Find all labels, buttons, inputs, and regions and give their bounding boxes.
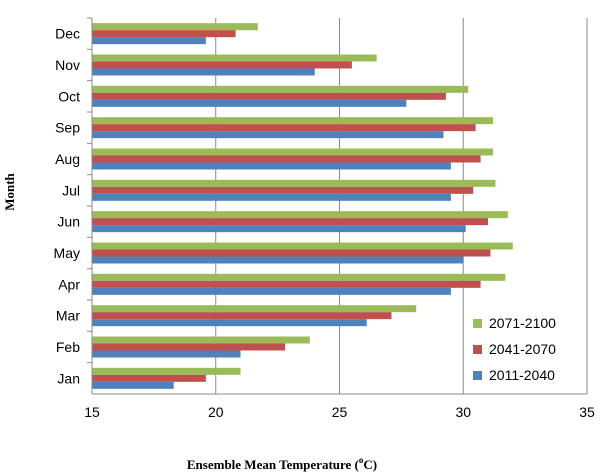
y-tick-label: May <box>54 245 80 261</box>
gridlines <box>215 18 588 394</box>
x-axis-title-tail: C) <box>363 457 377 472</box>
legend-label: 2011-2040 <box>489 367 555 383</box>
bar-oct-2071-2100 <box>92 85 469 93</box>
x-tick-label: 30 <box>455 404 471 420</box>
y-tick-label: Apr <box>58 276 80 292</box>
bar-feb-2071-2100 <box>92 336 310 344</box>
x-tick-label: 20 <box>208 404 224 420</box>
bar-aug-2011-2040 <box>92 162 451 170</box>
x-axis-title-sup: o <box>359 455 364 465</box>
bar-apr-2041-2070 <box>92 280 481 288</box>
bar-may-2011-2040 <box>92 256 464 264</box>
bar-mar-2041-2070 <box>92 312 392 320</box>
bar-jan-2071-2100 <box>92 367 241 375</box>
bar-sep-2041-2070 <box>92 124 476 132</box>
bar-dec-2041-2070 <box>92 30 236 38</box>
y-tick-label: Jun <box>57 214 80 230</box>
bar-jun-2011-2040 <box>92 225 466 233</box>
x-axis-title: Ensemble Mean Temperature (oC) <box>187 455 377 472</box>
y-tick-label: Feb <box>56 339 80 355</box>
bar-nov-2011-2040 <box>92 68 315 76</box>
x-tick-label: 25 <box>332 404 348 420</box>
bar-nov-2071-2100 <box>92 54 377 62</box>
x-axis-title-main: Ensemble Mean Temperature ( <box>187 457 359 472</box>
y-tick-label: Sep <box>55 120 80 136</box>
bar-aug-2041-2070 <box>92 155 481 163</box>
y-tick-label: Oct <box>58 88 80 104</box>
bar-sep-2071-2100 <box>92 117 493 125</box>
y-tick-label: Jul <box>62 182 80 198</box>
bar-jul-2041-2070 <box>92 186 474 194</box>
bar-feb-2011-2040 <box>92 350 241 358</box>
bar-nov-2041-2070 <box>92 61 352 69</box>
legend-swatch <box>473 345 482 354</box>
legend-swatch <box>473 319 482 328</box>
bar-dec-2071-2100 <box>92 23 258 31</box>
bar-may-2041-2070 <box>92 249 491 257</box>
bar-mar-2011-2040 <box>92 319 367 327</box>
axes <box>87 17 587 395</box>
bar-jan-2011-2040 <box>92 381 174 389</box>
tick-labels: 15 20 25 30 35 Jan Feb Mar Apr May Jun Jul Aug Sep Oct… <box>54 26 595 420</box>
x-tick-label: 35 <box>579 404 595 420</box>
bar-mar-2071-2100 <box>92 305 417 313</box>
y-axis-title: Month <box>2 172 17 210</box>
bar-oct-2011-2040 <box>92 99 407 107</box>
bar-apr-2011-2040 <box>92 287 451 295</box>
bar-jul-2071-2100 <box>92 179 496 187</box>
y-tick-label: Mar <box>56 308 80 324</box>
bar-jul-2011-2040 <box>92 193 451 201</box>
bar-jun-2071-2100 <box>92 211 508 219</box>
bar-jun-2041-2070 <box>92 218 488 226</box>
legend-swatch <box>473 371 482 380</box>
bar-aug-2071-2100 <box>92 148 493 156</box>
bar-oct-2041-2070 <box>92 92 446 100</box>
bar-sep-2011-2040 <box>92 131 444 139</box>
x-tick-label: 15 <box>84 404 100 420</box>
y-tick-label: Nov <box>55 57 80 73</box>
bar-apr-2071-2100 <box>92 273 506 281</box>
y-tick-label: Jan <box>57 370 80 386</box>
bar-may-2071-2100 <box>92 242 513 250</box>
legend-label: 2071-2100 <box>489 315 556 331</box>
legend-label: 2041-2070 <box>489 341 556 357</box>
bar-dec-2011-2040 <box>92 37 206 45</box>
y-tick-label: Aug <box>55 151 80 167</box>
bar-jan-2041-2070 <box>92 374 206 382</box>
legend: 2071-2100 2041-2070 2011-2040 <box>473 315 556 383</box>
bar-feb-2041-2070 <box>92 343 286 351</box>
bars <box>92 23 513 389</box>
y-tick-label: Dec <box>55 26 80 42</box>
